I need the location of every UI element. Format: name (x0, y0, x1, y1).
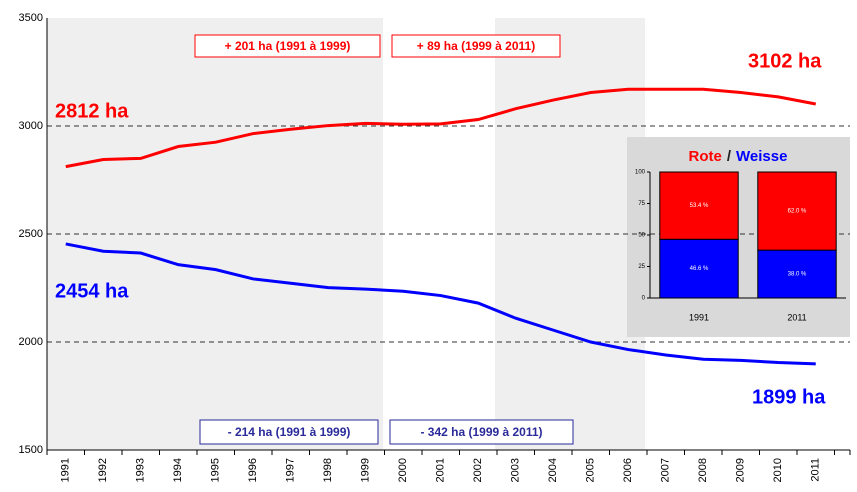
x-tick-label: 2002 (472, 458, 484, 482)
x-tick-label: 1995 (210, 458, 222, 482)
y-tick-label: 100 (635, 170, 646, 176)
x-tick-label: 2003 (510, 458, 522, 482)
x-tick-label: 2000 (397, 458, 409, 482)
x-tick-label: 1992 (97, 458, 109, 482)
x-tick-label: 2011 (810, 458, 822, 482)
y-tick-label: 25 (638, 264, 645, 270)
y-tick-label: 0 (642, 296, 646, 302)
annotation: - 342 ha (1999 à 2011) (420, 425, 542, 439)
annotation-box (389, 419, 574, 445)
annotation-box (199, 419, 379, 445)
inset-title-part: / (727, 148, 732, 165)
line (65, 242, 816, 366)
bar-segment (757, 249, 837, 299)
x-tick-label: 2010 (772, 458, 784, 482)
y-tick-label: 3500 (19, 12, 43, 24)
bar-segment (659, 171, 739, 240)
x-tick-label: 1996 (247, 458, 259, 482)
x-tick-label: 1999 (360, 458, 372, 482)
x-tick-label: 2009 (735, 458, 747, 482)
value-label: 38.0 % (788, 272, 807, 278)
annotation: - 214 ha (1991 à 1999) (228, 425, 351, 439)
annotation: 2454 ha (55, 280, 129, 302)
x-tick-label: 1997 (285, 458, 297, 482)
x-tick-label: 2008 (697, 458, 709, 482)
annotation: + 89 ha (1999 à 2011) (417, 39, 535, 53)
x-tick-label: 2007 (660, 458, 672, 482)
annotation-box (391, 34, 561, 58)
inset-title: Rote / Weisse (689, 148, 788, 165)
bar-segment (757, 171, 837, 251)
annotation: 3102 ha (748, 50, 822, 72)
annotation-box (194, 34, 381, 58)
line (65, 87, 817, 169)
x-tick-label: 1991 (60, 458, 72, 482)
x-tick-label: 2011 (787, 312, 806, 322)
x-tick-label: 2001 (435, 458, 447, 482)
y-tick-label: 1500 (19, 444, 43, 456)
inset-title-part: Rote (689, 148, 722, 165)
annotation: 1899 ha (752, 386, 826, 408)
x-tick-label: 2004 (547, 458, 559, 482)
value-label: 53.4 % (690, 203, 709, 209)
shaded-period (47, 18, 383, 450)
x-tick-label: 1998 (322, 458, 334, 482)
x-tick-label: 1994 (172, 458, 184, 482)
x-tick-label: 2005 (585, 458, 597, 482)
x-tick-label: 2006 (622, 458, 634, 482)
annotation: 2812 ha (55, 100, 129, 122)
x-tick-label: 1993 (135, 458, 147, 482)
y-tick-label: 2500 (19, 228, 43, 240)
inset-title-part: Weisse (736, 148, 787, 165)
y-tick-label: 3000 (19, 120, 43, 132)
y-tick-label: 75 (638, 201, 645, 207)
x-tick-label: 1991 (689, 312, 709, 322)
value-label: 62.0 % (788, 209, 807, 215)
annotation: + 201 ha (1991 à 1999) (225, 39, 351, 53)
value-label: 46.6 % (690, 266, 709, 272)
y-tick-label: 50 (638, 233, 645, 239)
y-tick-label: 2000 (19, 336, 43, 348)
